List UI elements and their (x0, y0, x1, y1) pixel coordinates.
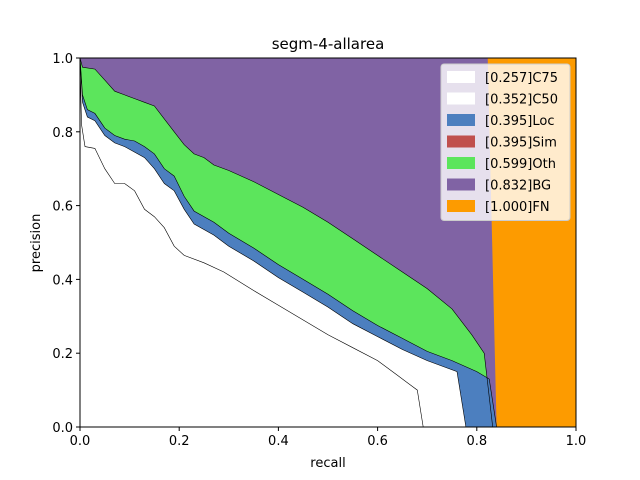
plot-frame (79, 57, 577, 428)
legend-swatch (447, 200, 475, 212)
legend-swatch (447, 135, 475, 148)
legend-swatch (447, 178, 475, 191)
legend-label: [0.599]Oth (485, 157, 556, 172)
legend-label: [0.395]Loc (485, 114, 554, 129)
y-tick-label: 0.8 (52, 126, 73, 141)
legend-swatch (447, 92, 475, 105)
legend-swatch (447, 71, 475, 83)
x-tick-label: 1.0 (566, 434, 587, 449)
x-axis-label: recall (310, 456, 345, 471)
boundary-line-oth (79, 57, 493, 428)
y-tick-label: 0.4 (52, 273, 73, 288)
x-tick-label: 0.0 (70, 434, 91, 449)
y-tick-label: 0.6 (52, 200, 73, 215)
boundary-line-c75 (79, 57, 424, 428)
y-axis: 0.0 0.2 0.4 0.6 0.8 1.0 (52, 52, 80, 436)
boundary-line-loc (79, 57, 497, 428)
legend-label: [0.352]C50 (485, 93, 558, 108)
legend-swatch (447, 114, 475, 126)
legend-label: [0.832]BG (485, 179, 551, 194)
chart-title: segm-4-allarea (272, 35, 385, 53)
legend-label: [1.000]FN (485, 200, 550, 215)
x-axis: 0.0 0.2 0.4 0.6 0.8 1.0 (70, 427, 587, 449)
legend-label: [0.257]C75 (485, 71, 558, 86)
x-tick-label: 0.6 (367, 434, 388, 449)
legend: [0.257]C75 [0.352]C50 [0.395]Loc [0.395]Sim… (440, 63, 571, 221)
y-tick-label: 0.0 (52, 421, 73, 436)
x-tick-label: 0.8 (466, 434, 487, 449)
y-tick-label: 1.0 (52, 52, 73, 67)
legend-label: [0.395]Sim (485, 136, 557, 151)
x-tick-label: 0.2 (169, 434, 190, 449)
boundary-line-c50 (79, 57, 467, 428)
x-tick-label: 0.4 (268, 434, 289, 449)
y-axis-label: precision (29, 214, 44, 273)
legend-swatch (447, 157, 475, 169)
area-c75 (80, 58, 424, 427)
y-tick-label: 0.2 (52, 347, 73, 362)
